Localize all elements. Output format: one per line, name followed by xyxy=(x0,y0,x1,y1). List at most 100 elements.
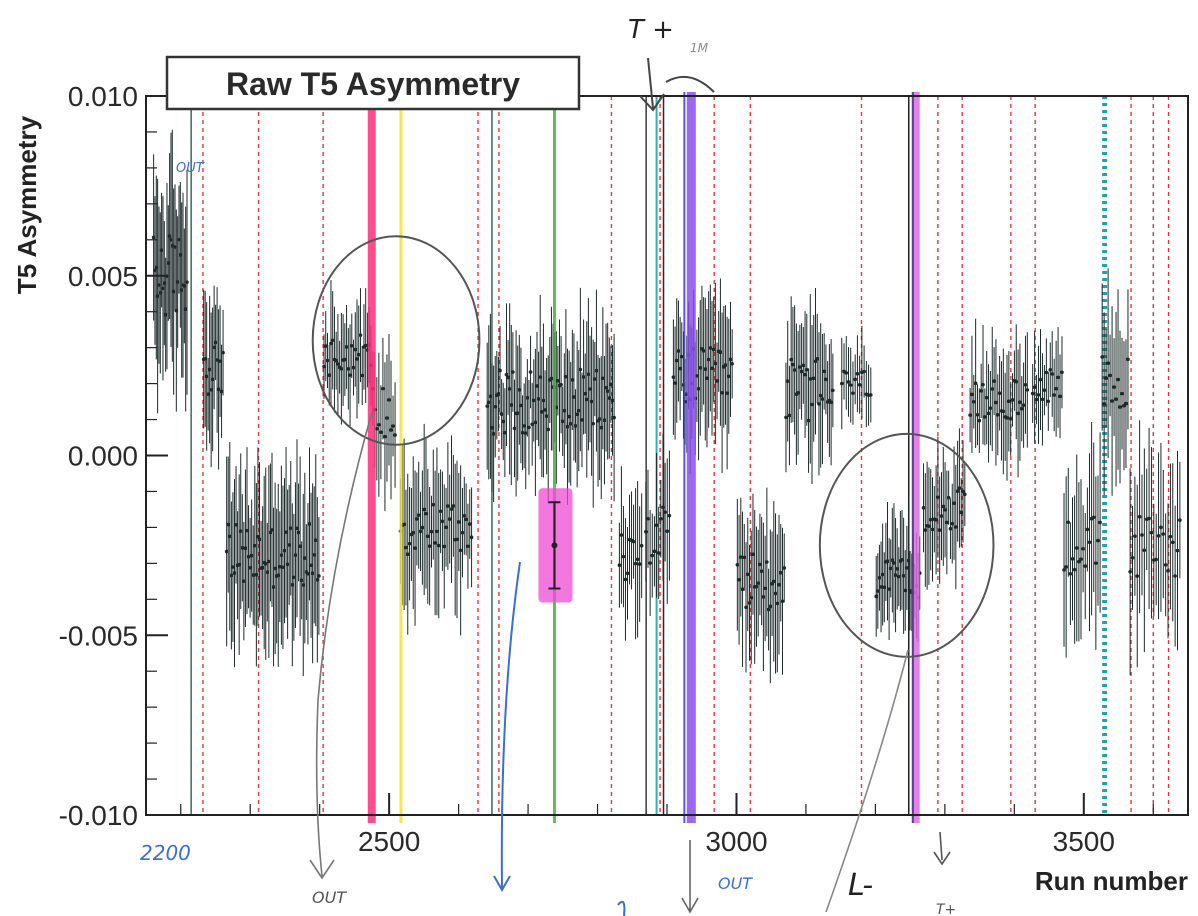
data-point xyxy=(747,601,752,605)
data-point xyxy=(888,566,893,571)
data-point xyxy=(323,344,328,348)
data-point xyxy=(787,413,792,418)
data-point xyxy=(546,427,551,432)
pen-curve-blue xyxy=(493,561,521,893)
data-point xyxy=(1074,546,1079,550)
data-point xyxy=(824,377,828,382)
data-point xyxy=(435,529,439,534)
pen-curve-right xyxy=(825,649,909,913)
data-point xyxy=(773,591,778,596)
data-point xyxy=(869,393,873,397)
data-point xyxy=(389,428,393,432)
data-point xyxy=(1023,382,1028,387)
data-point xyxy=(673,381,677,385)
data-point xyxy=(278,564,282,569)
data-point xyxy=(1159,525,1163,530)
data-point xyxy=(589,399,594,404)
data-point xyxy=(393,433,397,437)
data-point xyxy=(1116,377,1120,382)
data-point xyxy=(995,413,1000,417)
data-point xyxy=(517,387,522,392)
data-point xyxy=(549,376,554,381)
data-point xyxy=(541,398,546,403)
data-point xyxy=(1030,391,1035,396)
data-point xyxy=(267,559,271,564)
data-point xyxy=(282,548,287,553)
data-point xyxy=(523,431,528,435)
pen-squiggle-blue xyxy=(617,900,626,916)
data-point xyxy=(586,372,591,377)
data-point xyxy=(990,387,995,391)
data-point xyxy=(279,553,284,557)
title-box xyxy=(165,55,581,111)
data-point xyxy=(379,430,383,435)
data-point xyxy=(631,539,636,544)
data-point xyxy=(245,528,249,533)
data-point xyxy=(671,375,676,379)
data-point xyxy=(803,372,807,377)
circled-region xyxy=(311,235,481,446)
data-point xyxy=(573,424,578,428)
data-point xyxy=(543,408,547,412)
data-point xyxy=(955,489,960,494)
data-point xyxy=(204,374,209,379)
data-point xyxy=(946,495,951,500)
data-point xyxy=(449,507,454,511)
data-point xyxy=(349,344,354,348)
pen-arrow-right xyxy=(933,831,951,866)
data-point xyxy=(739,555,743,559)
data-point xyxy=(957,486,962,490)
data-point xyxy=(880,572,885,577)
data-point xyxy=(674,358,679,363)
data-point xyxy=(633,561,638,566)
data-point xyxy=(906,558,911,563)
data-point xyxy=(745,572,750,577)
data-point xyxy=(442,544,447,549)
data-point xyxy=(758,562,762,567)
data-point xyxy=(698,366,703,370)
data-point xyxy=(243,546,248,551)
data-point xyxy=(994,400,998,405)
data-point xyxy=(575,412,579,417)
data-point xyxy=(1058,394,1062,399)
data-point xyxy=(895,567,899,571)
data-point xyxy=(295,526,299,531)
data-point xyxy=(556,378,560,383)
data-point xyxy=(621,554,626,559)
data-point xyxy=(207,367,212,372)
x-tick-label: 3500 xyxy=(1053,826,1115,857)
data-point xyxy=(756,581,760,585)
data-point xyxy=(928,517,933,522)
data-point xyxy=(775,601,780,606)
data-point xyxy=(855,371,860,376)
data-point xyxy=(718,350,723,355)
data-point xyxy=(720,390,724,395)
data-point xyxy=(610,398,615,403)
data-point xyxy=(506,375,510,380)
data-point xyxy=(1001,409,1006,414)
data-point xyxy=(538,375,543,379)
data-point xyxy=(1072,567,1077,572)
data-point xyxy=(446,504,450,508)
data-point xyxy=(298,544,302,548)
data-point xyxy=(992,379,996,383)
data-point xyxy=(433,541,437,545)
data-point xyxy=(209,388,213,392)
data-point xyxy=(973,381,978,386)
data-point xyxy=(1044,370,1049,375)
data-point xyxy=(726,374,731,379)
data-point xyxy=(1007,399,1011,404)
data-point xyxy=(360,373,365,378)
data-point xyxy=(1106,361,1110,366)
data-point xyxy=(1137,514,1142,519)
data-point xyxy=(900,558,904,562)
data-point xyxy=(467,522,472,526)
data-point xyxy=(346,367,351,371)
data-point xyxy=(1064,565,1068,569)
data-point xyxy=(945,520,949,525)
data-point xyxy=(234,523,238,527)
data-point xyxy=(231,565,235,569)
data-point xyxy=(921,506,926,510)
data-point xyxy=(315,577,320,582)
